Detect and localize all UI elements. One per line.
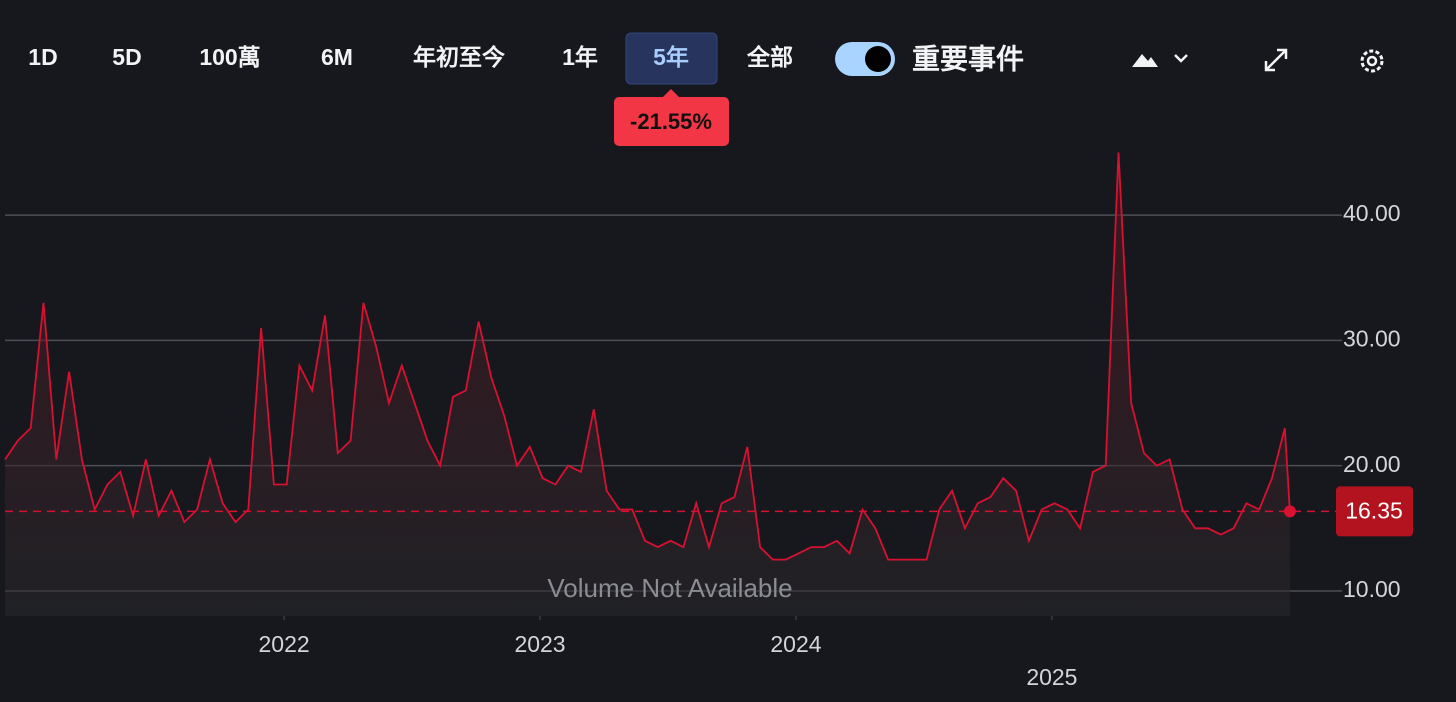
last-value-label: 16.35 — [1345, 497, 1403, 523]
events-label: 重要事件 — [912, 43, 1024, 74]
range-button[interactable]: 1D — [28, 44, 57, 70]
range-button-active — [625, 32, 718, 85]
x-tick-label: 2022 — [259, 631, 310, 657]
last-value-tag — [1336, 486, 1413, 537]
y-tick-label: 20.00 — [1343, 451, 1401, 477]
range-button[interactable]: 全部 — [746, 44, 793, 70]
change-badge-bg — [614, 89, 729, 146]
chart-type-menu[interactable] — [1132, 54, 1188, 67]
change-badge: -21.55% — [630, 109, 712, 134]
y-tick-label: 40.00 — [1343, 200, 1401, 226]
last-value-dot — [1283, 505, 1296, 518]
y-tick-label: 30.00 — [1343, 325, 1401, 351]
line-series — [4, 152, 1291, 561]
x-tick-label: 2025 — [1026, 664, 1077, 690]
x-tick-label: 2024 — [770, 631, 821, 657]
range-button[interactable]: 5D — [112, 44, 141, 70]
y-tick-label: 10.00 — [1343, 576, 1401, 602]
expand-button[interactable] — [1264, 48, 1288, 72]
settings-button[interactable] — [1360, 49, 1384, 73]
range-button[interactable]: 年初至今 — [413, 44, 505, 70]
range-button[interactable]: 5年 — [653, 44, 689, 70]
range-button[interactable]: 1年 — [562, 44, 598, 70]
toggle-knob — [865, 46, 891, 72]
toolbar: 1D 5D 100萬 6M 年初至今 1年 5年 全部 重要事件 -21.55% — [28, 32, 1024, 146]
range-button[interactable]: 100萬 — [199, 44, 260, 70]
x-tick-label: 2023 — [514, 631, 565, 657]
plot-area: 10.00 20.00 30.00 40.00 2022 2023 2024 2025 16.3… — [4, 152, 1413, 690]
area-fill — [5, 152, 1290, 616]
annotation: Volume Not Available — [547, 573, 792, 603]
range-button[interactable]: 6M — [321, 44, 353, 70]
